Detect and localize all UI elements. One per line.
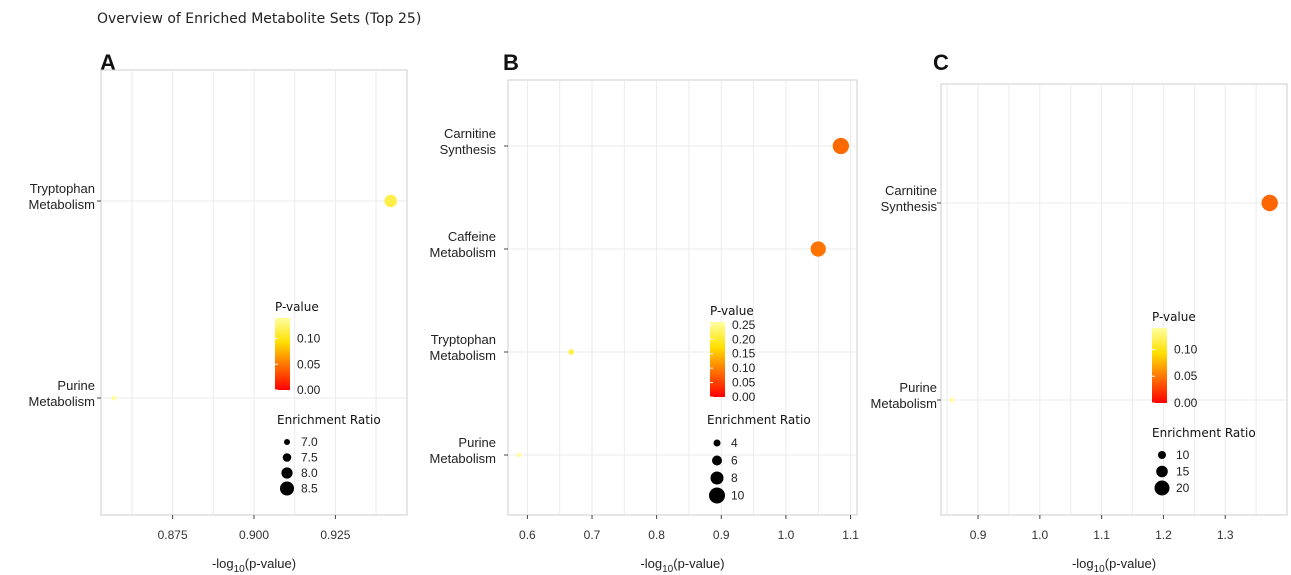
category-label: Carnitine: [444, 126, 496, 141]
size-legend-label: 4: [731, 436, 738, 450]
x-tick-label: 0.9: [713, 528, 730, 542]
x-tick-label: 0.7: [584, 528, 601, 542]
x-axis-title: -log10(p-value): [212, 556, 296, 575]
panel-letter: B: [503, 50, 519, 75]
size-legend-dot: [280, 481, 294, 496]
size-legend-label: 7.5: [301, 451, 318, 465]
x-tick-label: 0.9: [970, 528, 987, 542]
size-legend-dot: [712, 455, 722, 466]
plot-area: [940, 83, 1288, 516]
x-axis-title: -log10(p-value): [640, 556, 724, 575]
category-label: Tryptophan: [30, 181, 95, 196]
x-tick-label: 0.900: [239, 528, 269, 542]
size-legend-dot: [282, 453, 292, 462]
panel-letter: A: [100, 50, 116, 75]
data-point: [949, 397, 954, 403]
x-tick-label: 1.0: [1032, 528, 1049, 542]
size-legend-title: Enrichment Ratio: [707, 413, 811, 427]
color-legend-title: P-value: [1152, 310, 1196, 324]
data-point: [384, 194, 397, 208]
color-legend-title: P-value: [275, 300, 319, 314]
panel-a: APurineMetabolismTryptophanMetabolism0.8…: [29, 50, 408, 575]
colorbar: [1152, 328, 1167, 403]
colorbar-tick-label: 0.05: [297, 357, 321, 371]
data-point: [568, 349, 575, 355]
colorbar: [275, 318, 290, 390]
colorbar-tick-label: 0.05: [1174, 369, 1198, 383]
category-label: Carnitine: [885, 183, 937, 198]
x-tick-label: 1.3: [1217, 528, 1234, 542]
color-legend-title: P-value: [710, 304, 754, 318]
x-tick-label: 1.0: [778, 528, 795, 542]
colorbar-tick-label: 0.15: [732, 347, 756, 361]
size-legend-dot: [1154, 480, 1170, 496]
colorbar-tick-label: 0.00: [1174, 396, 1198, 410]
size-legend-label: 8.5: [301, 482, 318, 496]
category-label: Synthesis: [440, 142, 497, 157]
size-legend-dot: [709, 487, 725, 504]
colorbar-tick-label: 0.10: [297, 332, 321, 346]
x-tick-label: 1.1: [1093, 528, 1110, 542]
size-legend-label: 10: [731, 489, 745, 503]
category-label: Purine: [899, 380, 937, 395]
size-legend-dot: [281, 467, 293, 479]
category-label: Metabolism: [29, 197, 95, 212]
size-legend-label: 20: [1176, 481, 1190, 495]
size-legend-dot: [1156, 465, 1168, 478]
size-legend-title: Enrichment Ratio: [1152, 426, 1256, 440]
size-legend-dot: [713, 439, 721, 447]
category-label: Metabolism: [29, 394, 95, 409]
category-label: Metabolism: [430, 451, 496, 466]
size-legend-label: 15: [1176, 465, 1190, 479]
x-tick-label: 0.6: [519, 528, 536, 542]
size-legend-label: 6: [731, 454, 738, 468]
colorbar: [710, 322, 725, 397]
category-label: Tryptophan: [431, 332, 496, 347]
x-tick-label: 0.8: [648, 528, 665, 542]
category-label: Purine: [458, 435, 496, 450]
x-tick-label: 1.2: [1155, 528, 1172, 542]
size-legend-dot: [710, 471, 724, 485]
category-label: Synthesis: [881, 199, 938, 214]
data-point: [516, 452, 522, 458]
colorbar-tick-label: 0.10: [732, 361, 756, 375]
colorbar-tick-label: 0.10: [1174, 342, 1198, 356]
size-legend-label: 8: [731, 471, 738, 485]
colorbar-tick-label: 0.05: [732, 376, 756, 390]
x-tick-label: 1.1: [842, 528, 859, 542]
panel-letter: C: [933, 50, 949, 75]
colorbar-tick-label: 0.00: [732, 390, 756, 404]
category-label: Caffeine: [448, 229, 496, 244]
colorbar-tick-label: 0.00: [297, 383, 321, 397]
data-point: [111, 395, 117, 401]
page-title: Overview of Enriched Metabolite Sets (To…: [97, 11, 421, 27]
category-label: Metabolism: [430, 245, 496, 260]
data-point: [832, 137, 849, 155]
category-label: Purine: [57, 378, 95, 393]
size-legend-label: 7.0: [301, 435, 318, 449]
size-legend-dot: [284, 439, 290, 445]
size-legend-label: 8.0: [301, 466, 318, 480]
category-label: Metabolism: [871, 396, 937, 411]
x-axis-title: -log10(p-value): [1072, 556, 1156, 575]
data-point: [1261, 194, 1278, 212]
panel-b: BPurineMetabolismTryptophanMetabolismCaf…: [430, 50, 860, 575]
size-legend-label: 10: [1176, 448, 1190, 462]
x-tick-label: 0.875: [158, 528, 188, 542]
size-legend-dot: [1158, 451, 1166, 459]
colorbar-tick-label: 0.20: [732, 332, 756, 346]
colorbar-tick-label: 0.25: [732, 318, 756, 332]
plot-area: [507, 79, 858, 516]
x-tick-label: 0.925: [320, 528, 350, 542]
category-label: Metabolism: [430, 348, 496, 363]
data-point: [810, 241, 826, 257]
size-legend-title: Enrichment Ratio: [277, 413, 381, 427]
